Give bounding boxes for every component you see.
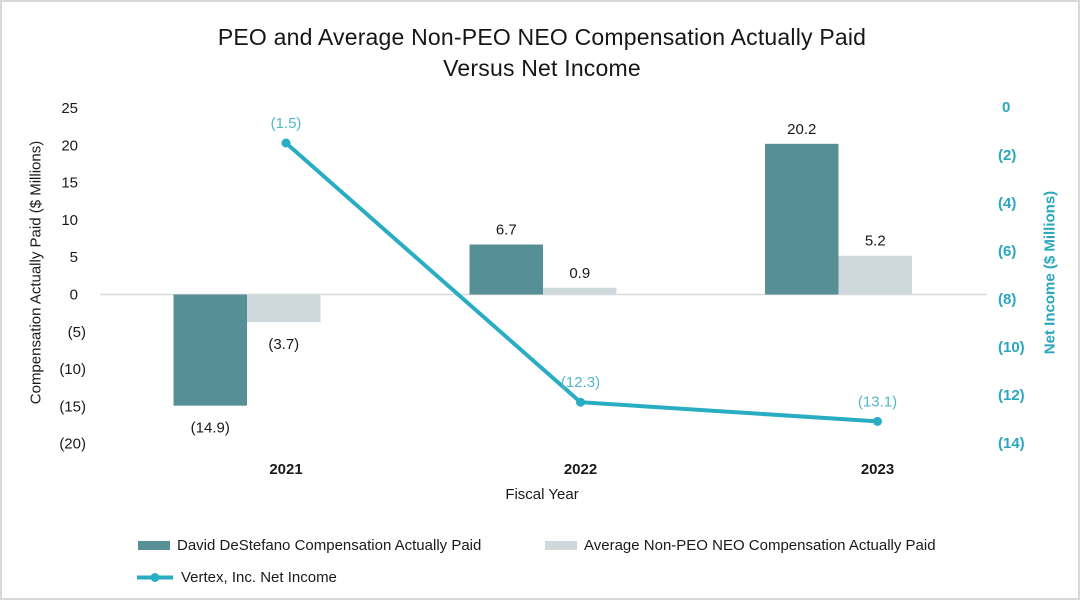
bar-peo-2023 xyxy=(765,143,839,295)
net-income-point-2021 xyxy=(281,138,291,148)
line-label-2021: (1.5) xyxy=(271,115,302,132)
chart-title-line2: Versus Net Income xyxy=(443,55,641,81)
net-income-point-2022 xyxy=(576,397,585,407)
x-tick-2021: 2021 xyxy=(269,461,302,478)
bar-label-nonpeo-2022: 0.9 xyxy=(569,265,590,282)
chart-title-line1: PEO and Average Non-PEO NEO Compensation… xyxy=(217,24,867,50)
net-income-point-2023 xyxy=(873,416,882,426)
legend-label-nonpeo: Average Non-PEO NEO Compensation Actuall… xyxy=(584,537,936,554)
bar-label-nonpeo-2021: (3.7) xyxy=(268,336,299,353)
legend-swatch-peo-bar xyxy=(138,541,170,550)
line-label-2022: (12.3) xyxy=(561,374,600,391)
right-tick-(14): (14) xyxy=(998,435,1025,452)
legend-label-peo: David DeStefano Compensation Actually Pa… xyxy=(177,537,482,554)
left-tick-25: 25 xyxy=(61,100,78,117)
x-tick-2023: 2023 xyxy=(861,461,894,478)
legend-item-peo: David DeStefano Compensation Actually Pa… xyxy=(138,537,481,554)
bar-peo-2021 xyxy=(173,294,247,406)
bar-label-peo-2023: 20.2 xyxy=(787,121,816,138)
left-tick-5: 5 xyxy=(70,249,78,266)
x-tick-2022: 2022 xyxy=(564,461,597,478)
legend-swatch-nonpeo-bar xyxy=(545,541,577,550)
bar-label-peo-2022: 6.7 xyxy=(496,222,517,239)
bar-nonpeo-2021 xyxy=(247,294,321,323)
right-tick-(2): (2) xyxy=(998,147,1016,164)
right-tick-(12): (12) xyxy=(998,387,1025,404)
right-tick-0: 0 xyxy=(1002,99,1010,116)
line-label-2023: (13.1) xyxy=(858,393,897,410)
right-tick-(4): (4) xyxy=(998,195,1016,212)
left-tick-10: 10 xyxy=(61,212,78,229)
left-tick-(10): (10) xyxy=(59,361,86,378)
bar-nonpeo-2022 xyxy=(543,287,617,295)
right-tick-(6): (6) xyxy=(998,243,1016,260)
x-axis-title: Fiscal Year xyxy=(505,486,579,503)
legend-label-netincome: Vertex, Inc. Net Income xyxy=(181,569,337,586)
legend-swatch-netincome-line xyxy=(137,573,173,582)
left-tick-(20): (20) xyxy=(59,436,86,453)
left-tick-15: 15 xyxy=(61,175,78,192)
right-tick-(8): (8) xyxy=(998,291,1016,308)
chart-title: PEO and Average Non-PEO NEO Compensation… xyxy=(2,22,1078,84)
bar-nonpeo-2023 xyxy=(838,255,912,295)
left-tick-0: 0 xyxy=(70,287,78,304)
bar-peo-2022 xyxy=(469,244,543,295)
bar-label-nonpeo-2023: 5.2 xyxy=(865,233,886,250)
legend-item-netincome: Vertex, Inc. Net Income xyxy=(135,569,337,586)
left-tick-(5): (5) xyxy=(68,324,86,341)
left-tick-(15): (15) xyxy=(59,398,86,415)
bar-label-peo-2021: (14.9) xyxy=(191,420,230,437)
legend-item-nonpeo: Average Non-PEO NEO Compensation Actuall… xyxy=(545,537,936,554)
left-tick-20: 20 xyxy=(61,137,78,154)
right-tick-(10): (10) xyxy=(998,339,1025,356)
